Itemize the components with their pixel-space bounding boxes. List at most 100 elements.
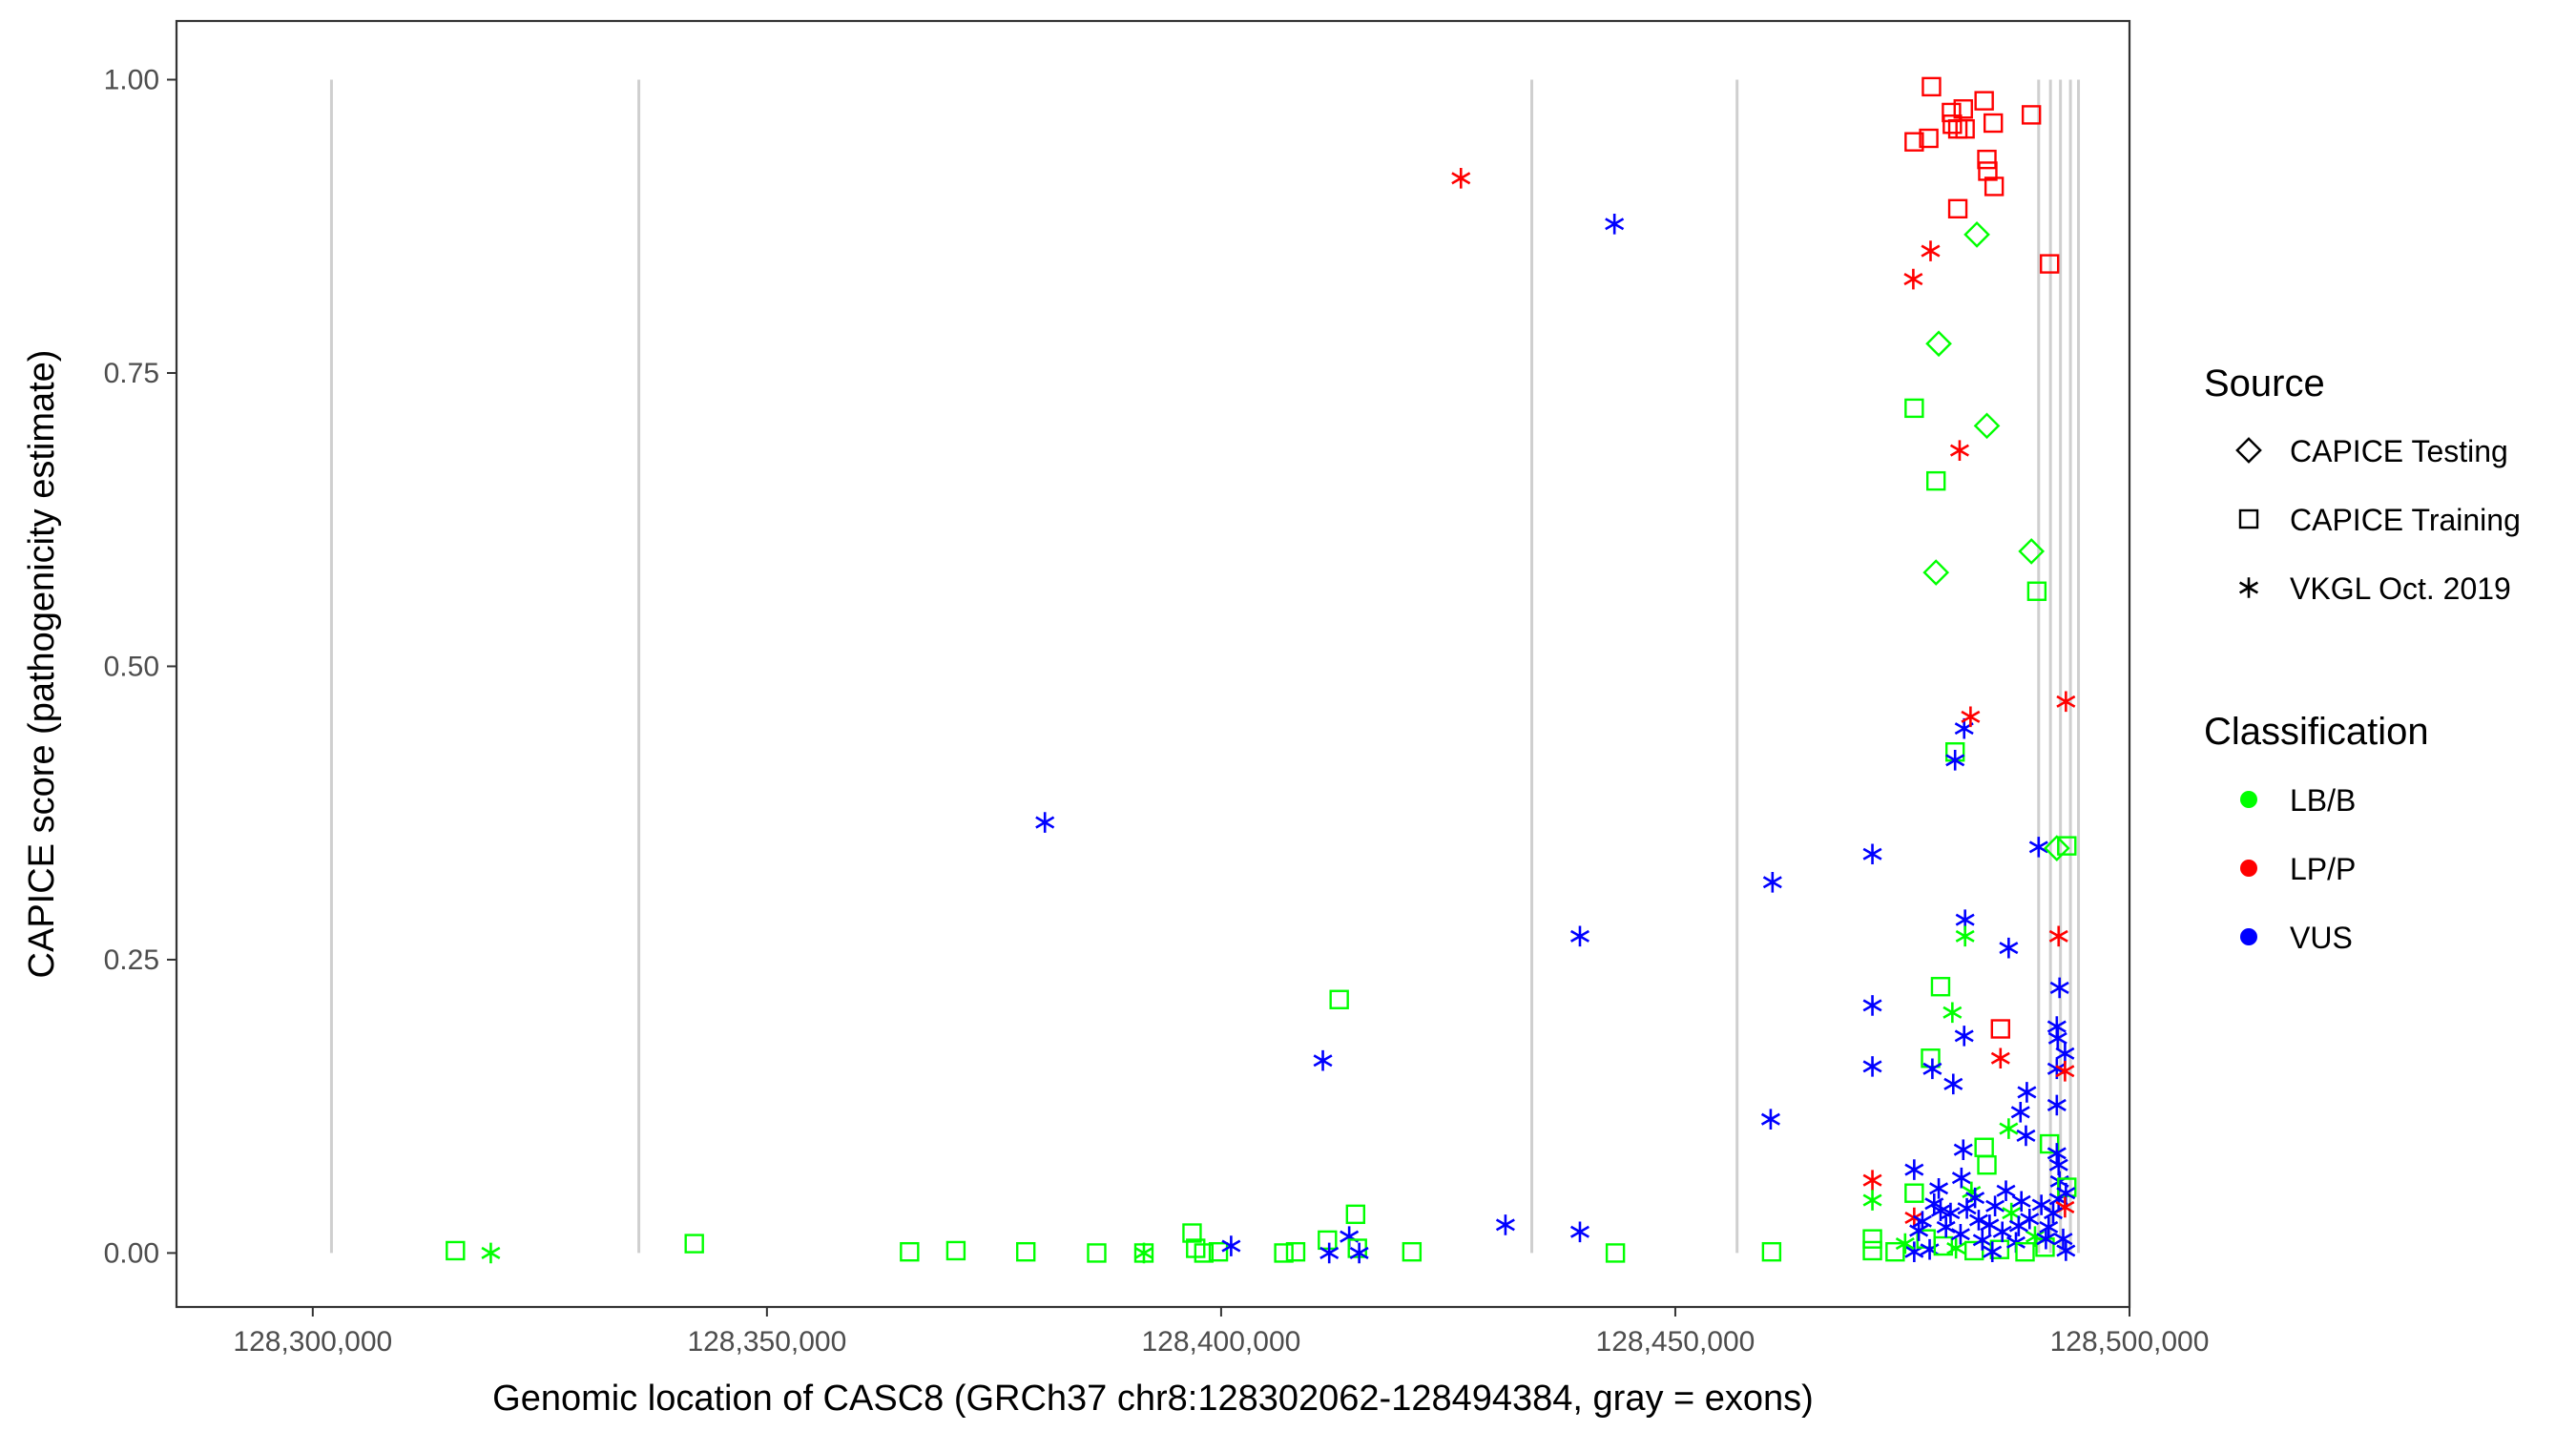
data-point — [2018, 538, 2046, 565]
data-point — [1182, 1223, 1202, 1243]
data-point — [1862, 1056, 1882, 1077]
data-point — [2025, 1226, 2045, 1247]
data-point — [1605, 1243, 1626, 1263]
data-point — [1983, 1241, 2003, 1262]
data-point — [1965, 1187, 1985, 1209]
data-point — [2015, 1241, 2035, 1262]
data-point — [1569, 1221, 1589, 1243]
data-point — [1989, 1239, 2010, 1259]
data-point — [684, 1234, 704, 1254]
data-point — [1942, 114, 1963, 135]
data-point — [1922, 76, 1942, 97]
legend: Source Classification CAPICE Testing CAPI… — [2204, 363, 2521, 955]
data-point — [900, 1241, 920, 1262]
data-point — [1208, 1241, 1229, 1262]
data-point — [1904, 398, 1924, 419]
data-point — [1950, 1223, 1970, 1245]
data-point — [1319, 1242, 1340, 1264]
data-point — [1862, 1170, 1882, 1191]
data-point — [1990, 1047, 2010, 1069]
data-point — [1977, 1154, 1997, 1175]
data-point — [1947, 198, 1968, 218]
legend-class-item: LB/B — [2240, 783, 2356, 818]
data-point — [1968, 1210, 1988, 1231]
data-point — [1978, 161, 1998, 181]
exon-lines — [329, 79, 2081, 1254]
data-point — [1903, 268, 1923, 290]
y-tick-label: 0.25 — [104, 944, 159, 976]
data-point — [1973, 412, 2001, 440]
legend-source-label: VKGL Oct. 2019 — [2290, 571, 2511, 606]
data-point — [2043, 835, 2070, 861]
data-point — [1972, 1230, 1992, 1251]
data-point — [446, 1240, 466, 1261]
data-point — [2011, 1191, 2031, 1213]
legend-classification-title: Classification — [2204, 711, 2429, 753]
x-tick-label: 128,500,000 — [2050, 1326, 2210, 1358]
data-point — [2010, 1102, 2030, 1123]
data-point — [1016, 1241, 1036, 1262]
data-point — [1955, 925, 1975, 947]
data-point — [1762, 871, 1782, 893]
data-point — [1862, 843, 1882, 865]
data-point — [1974, 91, 1994, 111]
data-point — [1862, 1190, 1882, 1211]
legend-class-label: VUS — [2290, 921, 2353, 955]
legend-source-title: Source — [2204, 363, 2325, 404]
data-point — [1946, 1237, 1966, 1259]
data-point — [1035, 812, 1055, 833]
data-point — [1329, 989, 1349, 1009]
data-point — [1985, 1195, 2005, 1217]
data-point — [1925, 330, 1952, 358]
data-point — [1949, 440, 1969, 461]
data-point — [2056, 691, 2076, 713]
data-point — [1963, 220, 1990, 248]
data-point — [1862, 1240, 1882, 1261]
data-point — [2039, 1216, 2059, 1238]
data-point — [1922, 559, 1950, 586]
data-point — [945, 1240, 966, 1261]
data-point — [2026, 581, 2047, 601]
data-point — [2021, 105, 2042, 125]
data-point — [2044, 1202, 2064, 1224]
data-point — [1285, 1241, 1306, 1262]
data-point — [1943, 1073, 1963, 1095]
data-point — [1919, 128, 1939, 149]
data-point — [2055, 1060, 2075, 1082]
data-point — [1904, 1159, 1924, 1180]
data-point — [2028, 837, 2048, 858]
data-point — [1996, 1180, 2016, 1202]
data-point — [1569, 925, 1589, 947]
legend-source-item: VKGL Oct. 2019 — [2238, 571, 2511, 606]
data-point — [2046, 1143, 2067, 1164]
data-point — [1945, 750, 1965, 771]
data-point — [1895, 1233, 1915, 1255]
plot-panel-border — [175, 19, 2131, 1309]
data-point — [2017, 1082, 2037, 1103]
x-axis-title: Genomic location of CASC8 (GRCh37 chr8:1… — [492, 1379, 1814, 1419]
data-point — [2056, 1240, 2076, 1261]
data-point — [1984, 176, 2005, 197]
data-point — [2046, 1094, 2067, 1116]
data-point — [1451, 168, 1471, 189]
data-point — [2047, 1027, 2067, 1049]
data-point — [1930, 977, 1951, 997]
x-tick-label: 128,450,000 — [1596, 1326, 1755, 1358]
legend-class-item: LP/P — [2240, 852, 2356, 886]
data-point — [1495, 1214, 1515, 1235]
y-tick-label: 0.75 — [104, 358, 159, 389]
data-point — [1942, 1002, 1963, 1024]
data-point — [1904, 132, 1924, 152]
data-point — [1983, 113, 2004, 134]
data-point — [1605, 213, 1625, 235]
data-point — [2057, 836, 2077, 856]
data-point — [1909, 1220, 1929, 1241]
data-point — [2048, 925, 2068, 947]
data-point — [1133, 1242, 1153, 1264]
data-point — [1885, 1241, 1905, 1262]
data-point — [1862, 1229, 1882, 1249]
data-point — [2049, 977, 2069, 999]
data-point — [1930, 1200, 1950, 1221]
y-tick-label: 0.50 — [104, 651, 159, 682]
